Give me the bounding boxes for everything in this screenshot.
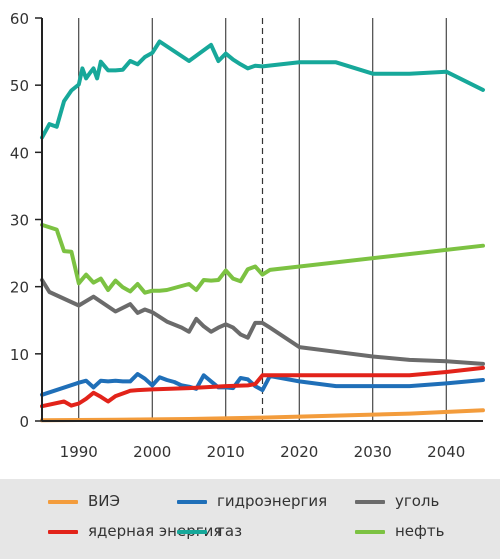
legend-swatch [48, 529, 78, 534]
y-tick-label: 60 [10, 10, 29, 28]
legend-item: гидроэнергия [177, 492, 327, 510]
legend-item: уголь [355, 492, 439, 510]
y-tick-labels: 0 10 20 30 40 50 60 [10, 10, 29, 431]
series-line-газ [40, 39, 485, 140]
y-tick-label: 10 [10, 346, 29, 364]
legend-swatch [177, 529, 207, 534]
x-tick-label: 2020 [280, 443, 318, 461]
legend-label: уголь [395, 492, 440, 510]
legend-label: ВИЭ [88, 492, 120, 510]
legend-item: ВИЭ [48, 492, 120, 510]
axes [35, 17, 483, 422]
series-lines [40, 39, 485, 423]
x-tick-label: 2040 [427, 443, 465, 461]
y-tick-label: 0 [19, 413, 29, 431]
y-tick-label: 50 [10, 77, 29, 95]
legend-label: ядерная энергия [88, 522, 223, 540]
legend: ВИЭ гидроэнергия уголь ядерная энергия газ не… [0, 479, 500, 559]
gridlines [78, 18, 447, 421]
x-tick-label: 2030 [354, 443, 392, 461]
legend-swatch [48, 499, 78, 504]
legend-label: нефть [395, 522, 445, 540]
x-tick-label: 2000 [133, 443, 171, 461]
series-line-ВИЭ [40, 408, 485, 423]
x-tick-label: 1990 [60, 443, 98, 461]
legend-item: ядерная энергия [48, 522, 222, 540]
x-tick-label: 2010 [207, 443, 245, 461]
legend-item: газ [177, 522, 242, 540]
x-tick-labels: 1990 2000 2010 2020 2030 2040 [60, 443, 466, 461]
legend-label: газ [217, 522, 243, 540]
y-tick-label: 40 [10, 144, 29, 162]
series-line-нефть [40, 222, 485, 295]
legend-swatch [355, 499, 385, 504]
legend-label: гидроэнергия [217, 492, 328, 510]
legend-item: нефть [355, 522, 444, 540]
series-line-уголь [40, 278, 485, 366]
legend-swatch [355, 529, 385, 534]
legend-swatch [177, 499, 207, 504]
y-tick-label: 30 [10, 212, 29, 230]
y-tick-label: 20 [10, 279, 29, 297]
series-line-ядерная энергия [40, 365, 485, 409]
